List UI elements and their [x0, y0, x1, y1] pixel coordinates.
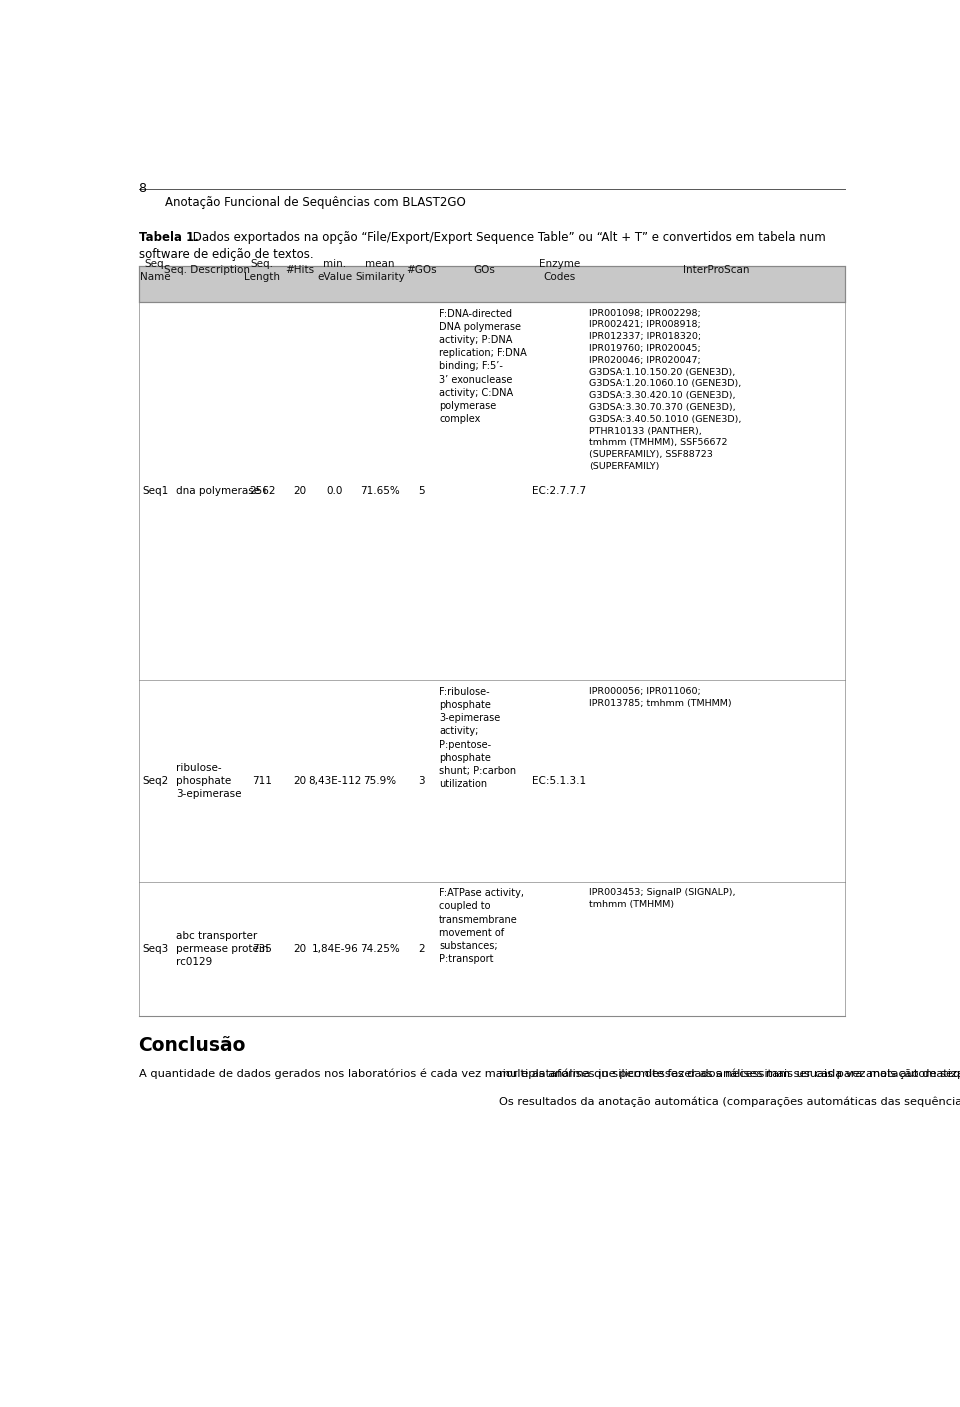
Text: 0.0: 0.0 [326, 487, 343, 497]
Text: 2562: 2562 [249, 487, 276, 497]
Text: A quantidade de dados gerados nos laboratórios é cada vez maior e as análises in: A quantidade de dados gerados nos labora… [138, 1068, 960, 1079]
Text: Seq.
Length: Seq. Length [244, 259, 280, 281]
Text: GOs: GOs [473, 265, 494, 276]
Text: 8,43E-112: 8,43E-112 [308, 775, 361, 787]
Text: 2: 2 [418, 944, 424, 954]
Text: software de edição de textos.: software de edição de textos. [138, 248, 313, 260]
Text: #Hits: #Hits [285, 265, 314, 276]
Text: 20: 20 [293, 487, 306, 497]
Text: abc transporter
permease protein
rc0129: abc transporter permease protein rc0129 [177, 930, 269, 967]
Text: EC:5.1.3.1: EC:5.1.3.1 [532, 775, 587, 787]
Text: #GOs: #GOs [406, 265, 437, 276]
Text: Seq.
Name: Seq. Name [140, 259, 171, 281]
Text: Dados exportados na opção “File/Export/Export Sequence Table” ou “Alt + T” e con: Dados exportados na opção “File/Export/E… [189, 231, 826, 243]
Text: mean
Similarity: mean Similarity [355, 259, 405, 281]
Text: 5: 5 [418, 487, 424, 497]
Text: IPR001098; IPR002298;
IPR002421; IPR008918;
IPR012337; IPR018320;
IPR019760; IPR: IPR001098; IPR002298; IPR002421; IPR0089… [588, 308, 741, 471]
Text: IPR000056; IPR011060;
IPR013785; tmhmm (TMHMM): IPR000056; IPR011060; IPR013785; tmhmm (… [588, 687, 732, 708]
Text: 71.65%: 71.65% [360, 487, 400, 497]
Text: F:DNA-directed
DNA polymerase
activity; P:DNA
replication; F:DNA
binding; F:5’-
: F:DNA-directed DNA polymerase activity; … [439, 308, 527, 424]
Text: 20: 20 [293, 944, 306, 954]
Text: EC:2.7.7.7: EC:2.7.7.7 [532, 487, 587, 497]
Text: 74.25%: 74.25% [360, 944, 400, 954]
Text: 8: 8 [138, 182, 147, 194]
Text: 20: 20 [293, 775, 306, 787]
Text: Seq. Description: Seq. Description [164, 265, 250, 276]
Text: 3: 3 [418, 775, 424, 787]
Text: Seq2: Seq2 [142, 775, 169, 787]
Text: F:ATPase activity,
coupled to
transmembrane
movement of
substances;
P:transport: F:ATPase activity, coupled to transmembr… [439, 888, 524, 964]
Text: dna polymerase i: dna polymerase i [177, 487, 267, 497]
Text: InterProScan: InterProScan [684, 265, 750, 276]
Text: Enzyme
Codes: Enzyme Codes [539, 259, 580, 281]
Text: Conclusão: Conclusão [138, 1036, 246, 1055]
Text: Seq3: Seq3 [142, 944, 169, 954]
Text: IPR003453; SignalP (SIGNALP),
tmhmm (TMHMM): IPR003453; SignalP (SIGNALP), tmhmm (TMH… [588, 888, 735, 909]
Text: F:ribulose-
phosphate
3-epimerase
activity;
P:pentose-
phosphate
shunt; P:carbon: F:ribulose- phosphate 3-epimerase activi… [439, 687, 516, 789]
Text: Tabela 1.: Tabela 1. [138, 231, 199, 243]
Text: 1,84E-96: 1,84E-96 [311, 944, 358, 954]
Text: Anotação Funcional de Sequências com BLAST2GO: Anotação Funcional de Sequências com BLA… [165, 196, 466, 208]
Text: 735: 735 [252, 944, 273, 954]
Text: multiplataforma que permite fazer as análises mais usuais para anotação de sequê: multiplataforma que permite fazer as aná… [499, 1068, 960, 1107]
Text: min.
eValue: min. eValue [317, 259, 352, 281]
Text: ribulose-
phosphate
3-epimerase: ribulose- phosphate 3-epimerase [177, 763, 242, 799]
Text: 75.9%: 75.9% [364, 775, 396, 787]
Bar [138, 266, 846, 303]
Text: 711: 711 [252, 775, 273, 787]
Text: Seq1: Seq1 [142, 487, 169, 497]
